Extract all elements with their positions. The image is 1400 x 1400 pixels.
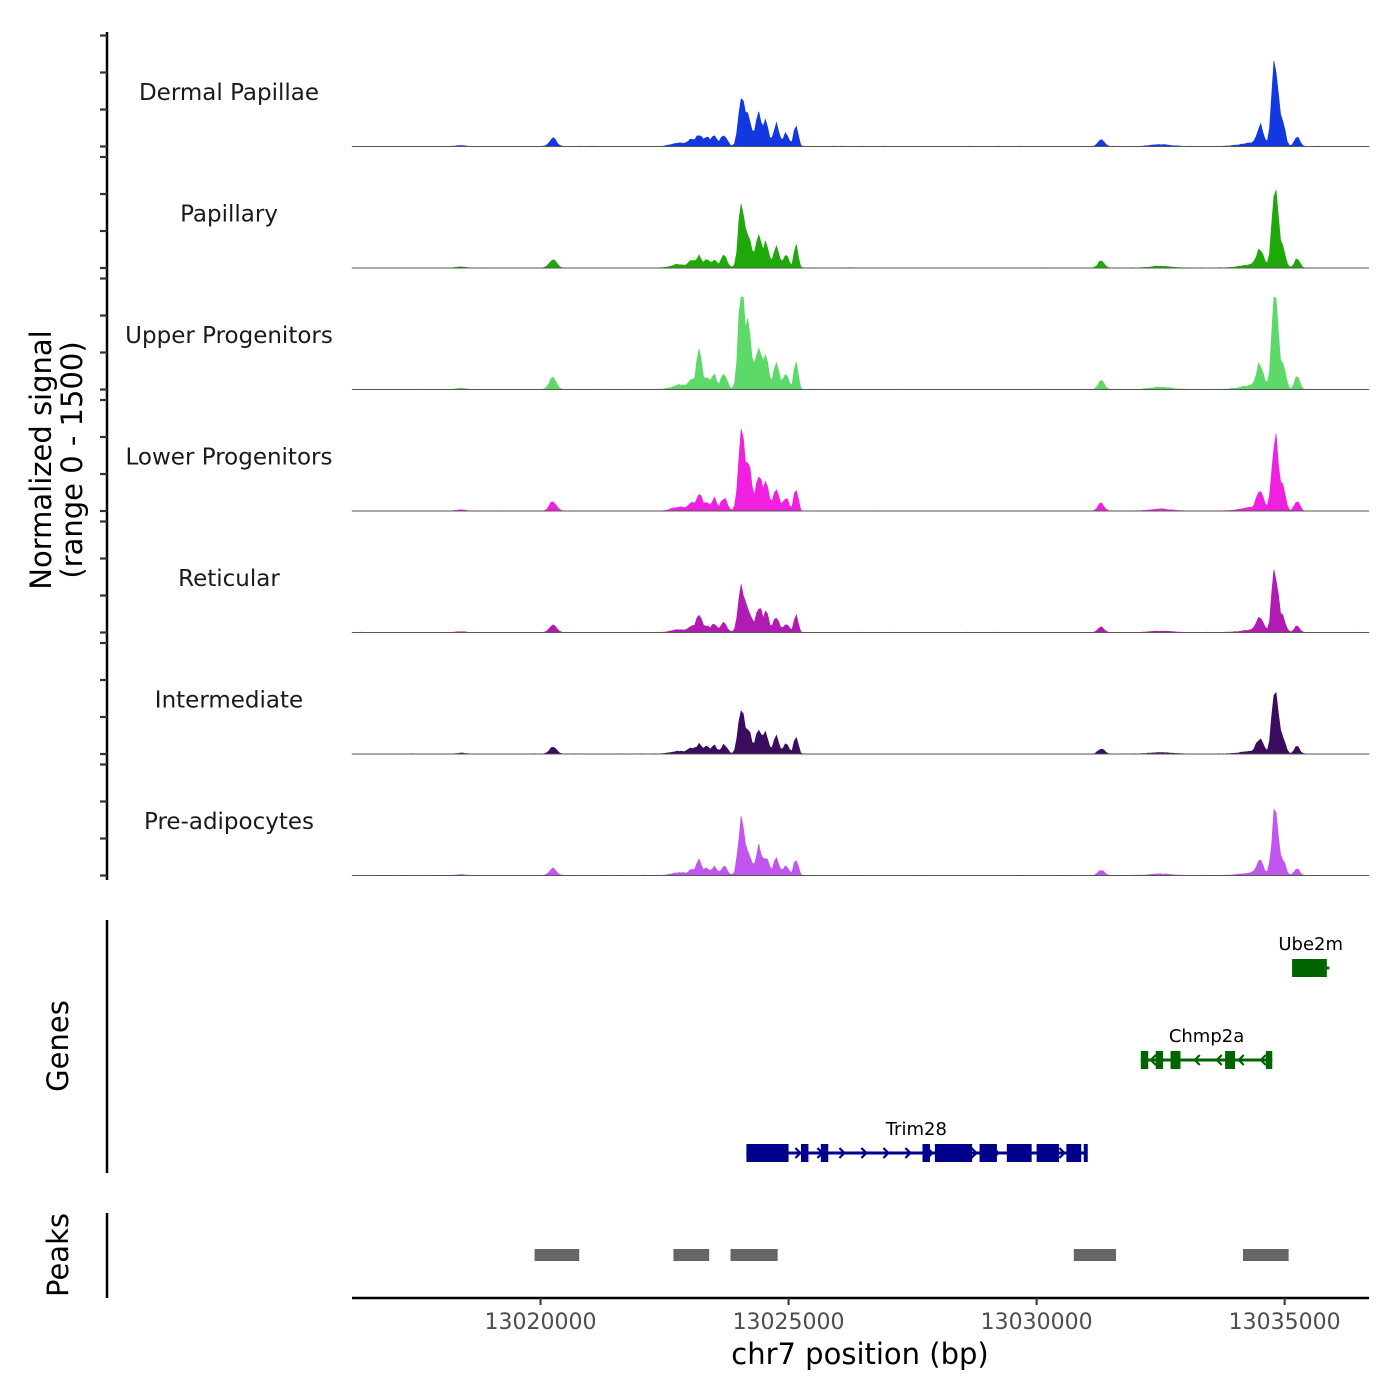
signal-track-reticular: Reticular xyxy=(178,566,1370,633)
gene-ube2m: Ube2m xyxy=(1278,934,1343,977)
peak-region xyxy=(1073,1249,1116,1261)
strand-arrow xyxy=(794,1147,802,1159)
gene-exon xyxy=(1265,1051,1273,1069)
gene-exon xyxy=(1006,1144,1032,1162)
gene-exon xyxy=(922,1144,930,1162)
genes-axis-title: Genes xyxy=(41,1000,75,1092)
signal-track-intermediate: Intermediate xyxy=(155,688,1370,755)
signal-track-pre-adipocytes: Pre-adipocytes xyxy=(144,808,1370,876)
signal-track-dermal-papillae: Dermal Papillae xyxy=(139,60,1370,147)
gene-exon xyxy=(979,1144,997,1162)
gene-exon xyxy=(934,1144,973,1162)
strand-arrow xyxy=(1215,1054,1223,1066)
strand-arrow xyxy=(970,1147,978,1159)
track-label: Upper Progenitors xyxy=(125,323,333,349)
gene-exon xyxy=(1140,1051,1149,1069)
strand-arrow xyxy=(1193,1054,1201,1066)
gene-exon xyxy=(1083,1144,1088,1162)
strand-arrow xyxy=(1058,1147,1066,1159)
strand-arrow xyxy=(860,1147,868,1159)
x-tick-label: 13020000 xyxy=(485,1310,597,1335)
strand-arrow xyxy=(882,1147,890,1159)
x-axis-title: chr7 position (bp) xyxy=(731,1337,988,1371)
signal-track-upper-progenitors: Upper Progenitors xyxy=(125,296,1370,390)
gene-trim28: Trim28 xyxy=(746,1119,1088,1162)
signal-y-axis xyxy=(100,32,109,880)
peaks-axis-title: Peaks xyxy=(41,1213,75,1297)
signal-y-axis-title-line2: (range 0 - 1500) xyxy=(55,341,89,578)
signal-tracks: Dermal Papillae Papillary Upper Progenitor… xyxy=(125,60,1370,876)
signal-area xyxy=(351,296,1370,390)
peaks-track xyxy=(534,1249,1289,1261)
track-label: Reticular xyxy=(178,566,280,592)
gene-label: Ube2m xyxy=(1278,934,1343,955)
gene-exon xyxy=(1170,1051,1181,1069)
signal-area xyxy=(351,60,1370,147)
x-axis: 13020000 13025000 13030000 13035000 xyxy=(352,1296,1369,1335)
gene-label: Chmp2a xyxy=(1169,1026,1244,1047)
peak-region xyxy=(673,1249,710,1261)
gene-exon xyxy=(820,1144,829,1162)
track-label: Intermediate xyxy=(155,688,303,714)
signal-area xyxy=(351,569,1370,633)
x-tick-label: 13025000 xyxy=(733,1310,845,1335)
peak-region xyxy=(730,1249,778,1261)
strand-arrow xyxy=(1237,1054,1245,1066)
track-label: Dermal Papillae xyxy=(139,80,319,106)
gene-label: Trim28 xyxy=(885,1119,947,1140)
gene-exon xyxy=(800,1144,809,1162)
gene-exon xyxy=(1066,1144,1082,1162)
track-label: Papillary xyxy=(180,202,278,228)
track-label: Lower Progenitors xyxy=(126,445,333,471)
gene-chmp2a: Chmp2a xyxy=(1140,1026,1273,1069)
genes-track: Ube2m Chmp2a Trim28 xyxy=(746,934,1343,1162)
peak-region xyxy=(534,1249,580,1261)
gene-exon xyxy=(1036,1144,1059,1162)
gene-exon xyxy=(746,1144,789,1162)
strand-arrow xyxy=(1259,1054,1267,1066)
strand-arrow xyxy=(838,1147,846,1159)
x-tick-label: 13030000 xyxy=(981,1310,1093,1335)
track-label: Pre-adipocytes xyxy=(144,809,314,835)
x-tick-label: 13035000 xyxy=(1229,1310,1341,1335)
signal-y-axis-title-line1: Normalized signal xyxy=(24,330,58,589)
gene-exon xyxy=(1155,1051,1164,1069)
signal-area xyxy=(351,691,1370,755)
gene-exon xyxy=(1292,959,1327,977)
signal-area xyxy=(351,808,1370,876)
signal-area xyxy=(351,189,1370,269)
gene-exon xyxy=(1225,1051,1236,1069)
signal-area xyxy=(351,429,1369,512)
peak-region xyxy=(1242,1249,1289,1261)
strand-arrow xyxy=(1149,1054,1157,1066)
signal-track-papillary: Papillary xyxy=(180,189,1370,269)
signal-track-lower-progenitors: Lower Progenitors xyxy=(126,429,1369,512)
strand-arrow xyxy=(904,1147,912,1159)
